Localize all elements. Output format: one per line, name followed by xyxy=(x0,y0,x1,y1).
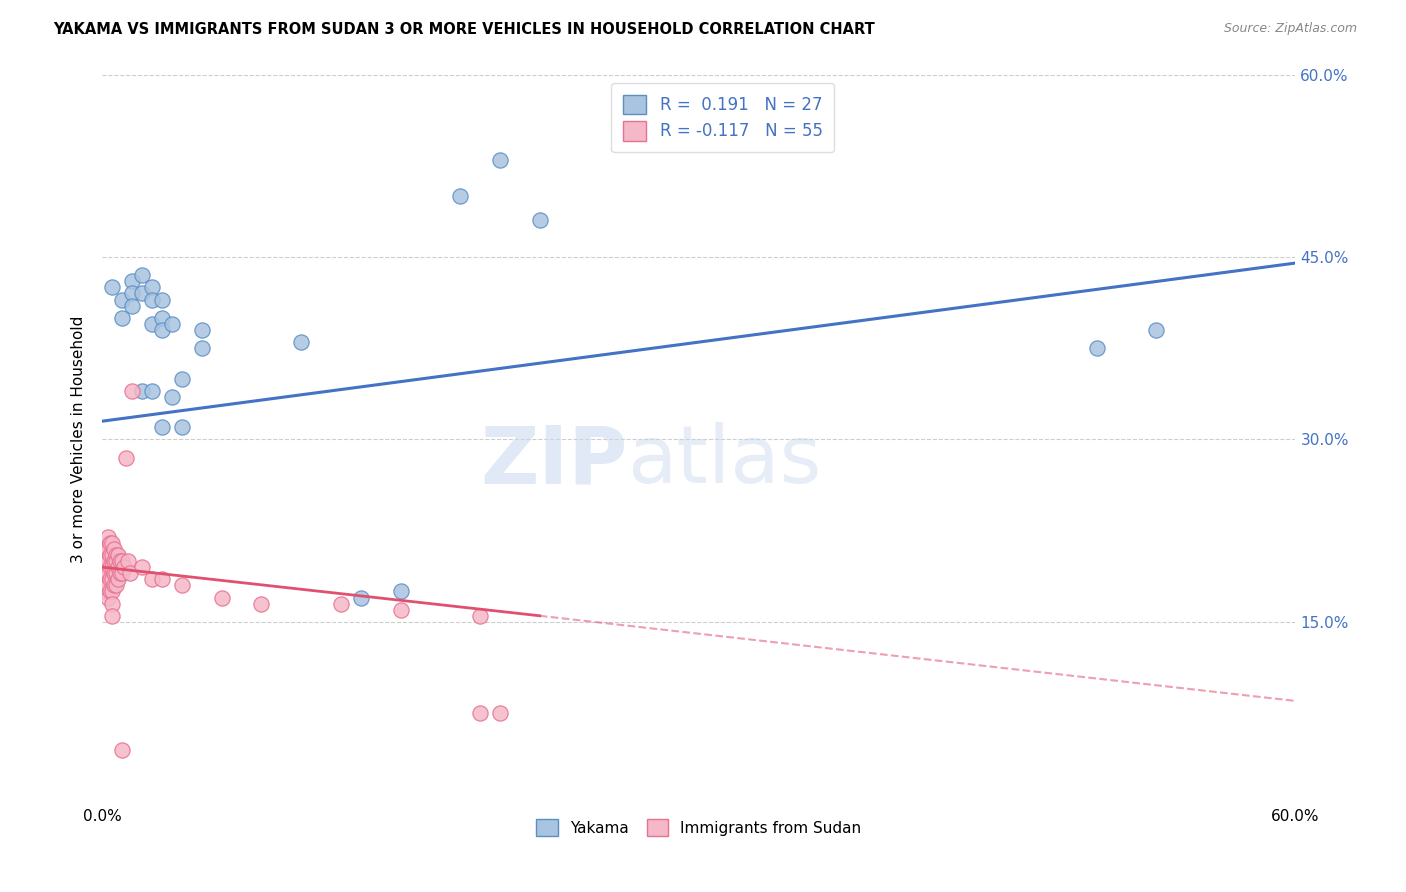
Point xyxy=(107,560,129,574)
Point xyxy=(103,554,125,568)
Point xyxy=(101,280,124,294)
Point xyxy=(688,103,710,118)
Point xyxy=(529,213,551,227)
Text: Source: ZipAtlas.com: Source: ZipAtlas.com xyxy=(1223,22,1357,36)
Point xyxy=(103,566,125,581)
Point xyxy=(97,541,120,556)
Point xyxy=(160,390,183,404)
Point xyxy=(98,584,121,599)
Text: atlas: atlas xyxy=(627,422,821,500)
Point xyxy=(170,371,193,385)
Point xyxy=(118,566,141,581)
Point xyxy=(190,323,212,337)
Point xyxy=(150,293,173,307)
Point xyxy=(97,554,120,568)
Point xyxy=(111,293,134,307)
Point xyxy=(111,566,134,581)
Point xyxy=(111,742,134,756)
Point xyxy=(101,584,124,599)
Point xyxy=(97,566,120,581)
Y-axis label: 3 or more Vehicles in Household: 3 or more Vehicles in Household xyxy=(72,316,86,563)
Point xyxy=(389,584,412,599)
Point xyxy=(131,384,153,398)
Point xyxy=(108,566,131,581)
Point xyxy=(150,323,173,337)
Point xyxy=(107,548,129,562)
Point xyxy=(97,591,120,605)
Point xyxy=(101,548,124,562)
Point xyxy=(121,384,143,398)
Point xyxy=(101,560,124,574)
Point xyxy=(141,317,163,331)
Point xyxy=(190,341,212,355)
Point xyxy=(150,310,173,325)
Point xyxy=(489,706,512,720)
Point xyxy=(98,548,121,562)
Point xyxy=(115,450,138,465)
Point xyxy=(468,706,491,720)
Point xyxy=(131,286,153,301)
Point xyxy=(131,268,153,283)
Point xyxy=(98,572,121,586)
Point xyxy=(101,608,124,623)
Point xyxy=(105,548,128,562)
Point xyxy=(468,608,491,623)
Text: YAKAMA VS IMMIGRANTS FROM SUDAN 3 OR MORE VEHICLES IN HOUSEHOLD CORRELATION CHAR: YAKAMA VS IMMIGRANTS FROM SUDAN 3 OR MOR… xyxy=(53,22,875,37)
Point xyxy=(105,554,128,568)
Point xyxy=(117,554,139,568)
Point xyxy=(111,310,134,325)
Point xyxy=(121,299,143,313)
Point xyxy=(290,335,312,350)
Point xyxy=(112,560,135,574)
Point xyxy=(105,578,128,592)
Point xyxy=(96,578,118,592)
Point xyxy=(96,554,118,568)
Point xyxy=(389,603,412,617)
Point xyxy=(105,566,128,581)
Point xyxy=(170,420,193,434)
Point xyxy=(96,566,118,581)
Point xyxy=(96,541,118,556)
Point xyxy=(211,591,233,605)
Point xyxy=(329,597,352,611)
Point xyxy=(97,578,120,592)
Point xyxy=(160,317,183,331)
Point xyxy=(101,597,124,611)
Point xyxy=(449,189,471,203)
Point xyxy=(141,293,163,307)
Point xyxy=(107,572,129,586)
Point xyxy=(141,572,163,586)
Point xyxy=(98,560,121,574)
Point xyxy=(108,554,131,568)
Point xyxy=(93,572,115,586)
Point xyxy=(1085,341,1108,355)
Point xyxy=(141,384,163,398)
Point xyxy=(131,560,153,574)
Point xyxy=(101,572,124,586)
Point xyxy=(150,572,173,586)
Point xyxy=(150,420,173,434)
Point xyxy=(121,286,143,301)
Legend: Yakama, Immigrants from Sudan: Yakama, Immigrants from Sudan xyxy=(529,811,869,844)
Point xyxy=(350,591,373,605)
Point xyxy=(141,280,163,294)
Point xyxy=(121,274,143,288)
Point xyxy=(101,536,124,550)
Point xyxy=(93,560,115,574)
Point xyxy=(97,530,120,544)
Point xyxy=(103,578,125,592)
Text: ZIP: ZIP xyxy=(479,422,627,500)
Point xyxy=(111,554,134,568)
Point xyxy=(250,597,273,611)
Point xyxy=(1144,323,1167,337)
Point xyxy=(170,578,193,592)
Point xyxy=(93,584,115,599)
Point xyxy=(103,541,125,556)
Point xyxy=(489,153,512,167)
Point xyxy=(98,536,121,550)
